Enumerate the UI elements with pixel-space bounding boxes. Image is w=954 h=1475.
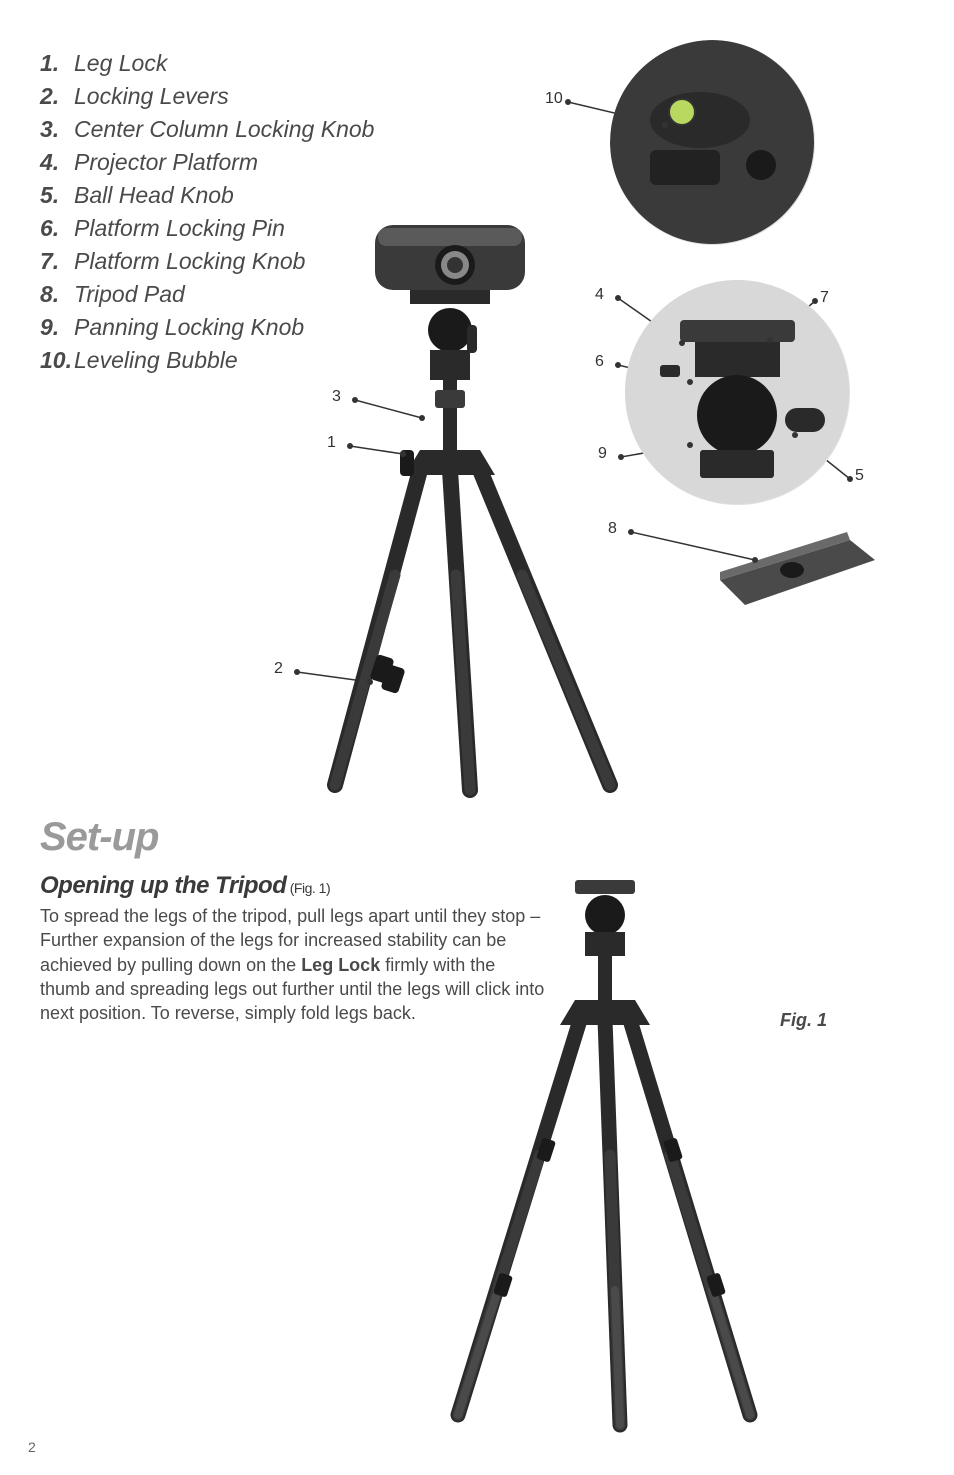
- detail-tripod-pad: [720, 510, 875, 610]
- part-label: Center Column Locking Knob: [74, 116, 374, 142]
- part-label: Projector Platform: [74, 149, 258, 175]
- main-tripod-illustration: [300, 225, 680, 805]
- part-number: 1.: [40, 50, 74, 77]
- part-label: Ball Head Knob: [74, 182, 234, 208]
- part-label: Tripod Pad: [74, 281, 185, 307]
- part-number: 2.: [40, 83, 74, 110]
- callout-dot: [618, 454, 624, 460]
- callout-number: 2: [274, 660, 283, 678]
- callout-end-dot: [367, 679, 373, 685]
- callout-dot: [812, 298, 818, 304]
- callout-dot: [294, 669, 300, 675]
- callout-end-dot: [419, 415, 425, 421]
- setup-heading: Set-up: [40, 815, 550, 860]
- callout-number: 8: [608, 520, 617, 538]
- part-label: Panning Locking Knob: [74, 314, 304, 340]
- callout-dot: [565, 99, 571, 105]
- callout-number: 4: [595, 286, 604, 304]
- callout-end-dot: [662, 122, 668, 128]
- part-number: 3.: [40, 116, 74, 143]
- callout-number: 10: [545, 90, 563, 108]
- part-label: Locking Levers: [74, 83, 229, 109]
- callout-number: 9: [598, 445, 607, 463]
- part-number: 10.: [40, 347, 74, 374]
- part-label: Leveling Bubble: [74, 347, 238, 373]
- callout-number: 6: [595, 353, 604, 371]
- callout-dot: [847, 476, 853, 482]
- callout-end-dot: [400, 451, 406, 457]
- fig1-tripod-illustration: [420, 880, 790, 1440]
- part-label: Platform Locking Pin: [74, 215, 285, 241]
- part-number: 9.: [40, 314, 74, 341]
- callout-end-dot: [792, 432, 798, 438]
- callout-end-dot: [752, 557, 758, 563]
- part-number: 6.: [40, 215, 74, 242]
- part-number: 7.: [40, 248, 74, 275]
- fig1-label: Fig. 1: [780, 1010, 827, 1031]
- part-number: 8.: [40, 281, 74, 308]
- callout-dot: [615, 295, 621, 301]
- callout-end-dot: [679, 340, 685, 346]
- part-label: Platform Locking Knob: [74, 248, 305, 274]
- part-number: 4.: [40, 149, 74, 176]
- callout-dot: [347, 443, 353, 449]
- callout-end-dot: [687, 442, 693, 448]
- part-number: 5.: [40, 182, 74, 209]
- callout-number: 1: [327, 434, 336, 452]
- callout-dot: [615, 362, 621, 368]
- callout-dot: [628, 529, 634, 535]
- callout-number: 7: [820, 289, 829, 307]
- callout-number: 5: [855, 467, 864, 485]
- callout-dot: [352, 397, 358, 403]
- part-label: Leg Lock: [74, 50, 167, 76]
- sub-heading-text: Opening up the Tripod: [40, 872, 286, 899]
- callout-end-dot: [687, 379, 693, 385]
- detail-leveling-bubble: [610, 40, 815, 245]
- callout-end-dot: [767, 337, 773, 343]
- page-number: 2: [28, 1439, 36, 1455]
- sub-heading-ref: (Fig. 1): [286, 880, 330, 896]
- callout-number: 3: [332, 388, 341, 406]
- body-bold1: Leg Lock: [301, 955, 380, 975]
